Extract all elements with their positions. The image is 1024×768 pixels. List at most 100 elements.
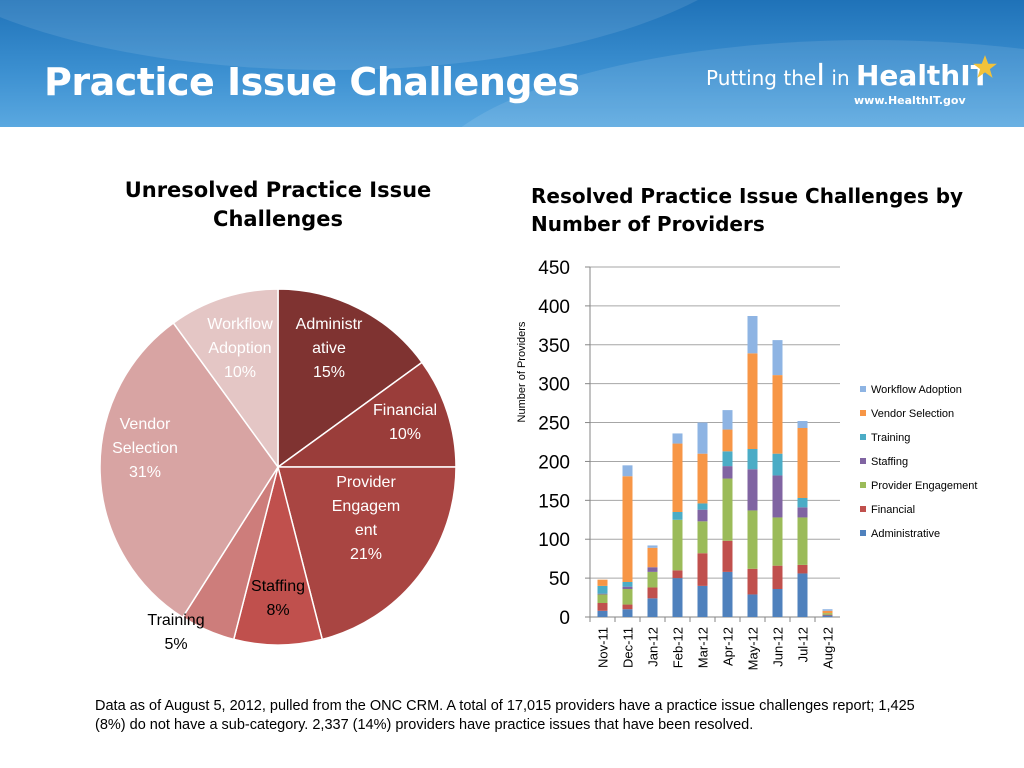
legend-swatch <box>860 458 866 464</box>
bar-segment <box>622 604 633 610</box>
legend-item: Workflow Adoption <box>871 384 962 396</box>
bar-segment <box>597 579 608 586</box>
bar-segment <box>722 478 733 541</box>
x-tick-label: Feb-12 <box>671 627 686 668</box>
bar-segment <box>797 421 808 428</box>
y-tick-label: 200 <box>538 452 570 473</box>
bar-segment <box>747 449 758 470</box>
pie-slice <box>232 466 324 646</box>
bar-segment <box>672 570 683 579</box>
stacked-bar-chart: 0 50 100 150 200 250 300 350 400 450 Number of Pro… <box>516 258 977 670</box>
pie-slice-label: Staffing 8% <box>251 578 305 619</box>
bar-segment <box>697 422 708 454</box>
bar-segment <box>672 578 683 617</box>
x-tick-label: Dec-11 <box>621 627 636 668</box>
y-axis-label: Number of Providers <box>516 321 528 422</box>
bar-segment <box>722 466 733 479</box>
legend-item: Staffing <box>871 456 908 468</box>
bar-segment <box>622 582 633 587</box>
bar-segment <box>597 593 608 595</box>
pie-slice <box>275 361 457 468</box>
bar-segment <box>647 567 658 572</box>
bar-segment <box>747 594 758 617</box>
bar-segment <box>822 610 833 614</box>
bar-segment <box>622 589 633 605</box>
bar-segment <box>797 564 808 574</box>
y-tick-label: 300 <box>538 375 570 396</box>
legend-swatch <box>860 530 866 536</box>
bar-chart-title: Resolved Practice Issue Challenges by Nu… <box>531 184 964 236</box>
x-tick-label: Nov-11 <box>596 627 611 668</box>
legend-item: Training <box>871 432 910 444</box>
bar-segment <box>672 433 683 444</box>
bar-segment <box>622 586 633 589</box>
logo-text: in <box>825 66 856 90</box>
bar-segment <box>772 565 783 589</box>
bar-segment <box>772 453 783 476</box>
bar-segment <box>747 469 758 511</box>
bar-segment <box>647 547 658 568</box>
pie-chart-title: Unresolved Practice Issue Challenges <box>124 178 432 231</box>
logo-url[interactable]: www.HealthIT.gov <box>854 94 966 107</box>
bar-segment <box>597 610 608 617</box>
bar-segment <box>772 589 783 617</box>
pie-slice-label: Workflow Adoption 10% <box>207 316 273 381</box>
bar-segment <box>647 571 658 588</box>
x-tick-label: Aug-12 <box>821 627 836 669</box>
bar-segment <box>697 553 708 586</box>
bar-segment <box>722 540 733 572</box>
legend-swatch <box>860 386 866 392</box>
bar-segment <box>797 517 808 565</box>
y-tick-label: 400 <box>538 297 570 318</box>
bar-segment <box>697 521 708 554</box>
bar-segment <box>797 573 808 617</box>
x-tick-label: Jan-12 <box>646 627 661 667</box>
bar-segment <box>697 453 708 504</box>
bar-segment <box>622 465 633 477</box>
bar-segment <box>797 498 808 508</box>
legend-item: Provider Engagement <box>871 480 977 492</box>
bar-segment <box>722 571 733 617</box>
bar-segment <box>647 545 658 548</box>
slide-header: Practice Issue Challenges Putting theI i… <box>0 0 1024 127</box>
bar-segment <box>697 503 708 510</box>
healthit-logo[interactable]: Putting theI in HealthIT www.HealthIT.go… <box>706 55 997 107</box>
bar-segment <box>747 568 758 595</box>
bar-segment <box>772 475 783 518</box>
legend-swatch <box>860 434 866 440</box>
bar-segment <box>772 340 783 376</box>
bar-segment <box>697 509 708 522</box>
bar-segment <box>722 410 733 430</box>
bar-segment <box>822 613 833 615</box>
bar-segment <box>647 598 658 617</box>
y-tick-label: 450 <box>538 258 570 279</box>
logo-wordmark: Putting theI in HealthIT <box>706 58 990 93</box>
bar-segment <box>597 603 608 611</box>
pie-slice <box>277 466 457 641</box>
star-icon <box>973 55 997 78</box>
pie-slice-label: Vendor Selection 31% <box>112 416 178 481</box>
y-tick-label: 50 <box>549 569 570 590</box>
pie-slice-label: Training 5% <box>147 612 204 653</box>
legend-item: Vendor Selection <box>871 408 954 420</box>
bar-segment <box>822 614 833 616</box>
y-tick-label: 250 <box>538 414 570 435</box>
bar-segment <box>797 428 808 498</box>
bar-segment <box>772 517 783 566</box>
legend-swatch <box>860 482 866 488</box>
logo-text: I <box>816 58 826 93</box>
bar-segment <box>772 375 783 454</box>
bar-segment <box>672 443 683 512</box>
bar-segment <box>622 609 633 617</box>
bar-segment <box>672 519 683 571</box>
y-tick-label: 350 <box>538 336 570 357</box>
bar-segment <box>597 585 608 594</box>
bar-segment <box>747 316 758 354</box>
legend-swatch <box>860 506 866 512</box>
pie-slice-label: Financial 10% <box>373 402 437 443</box>
bar-segment <box>697 585 708 617</box>
pie-slice <box>277 288 424 469</box>
x-tick-label: May-12 <box>746 627 761 670</box>
bar-segment <box>747 510 758 569</box>
x-tick-label: Mar-12 <box>696 627 711 668</box>
